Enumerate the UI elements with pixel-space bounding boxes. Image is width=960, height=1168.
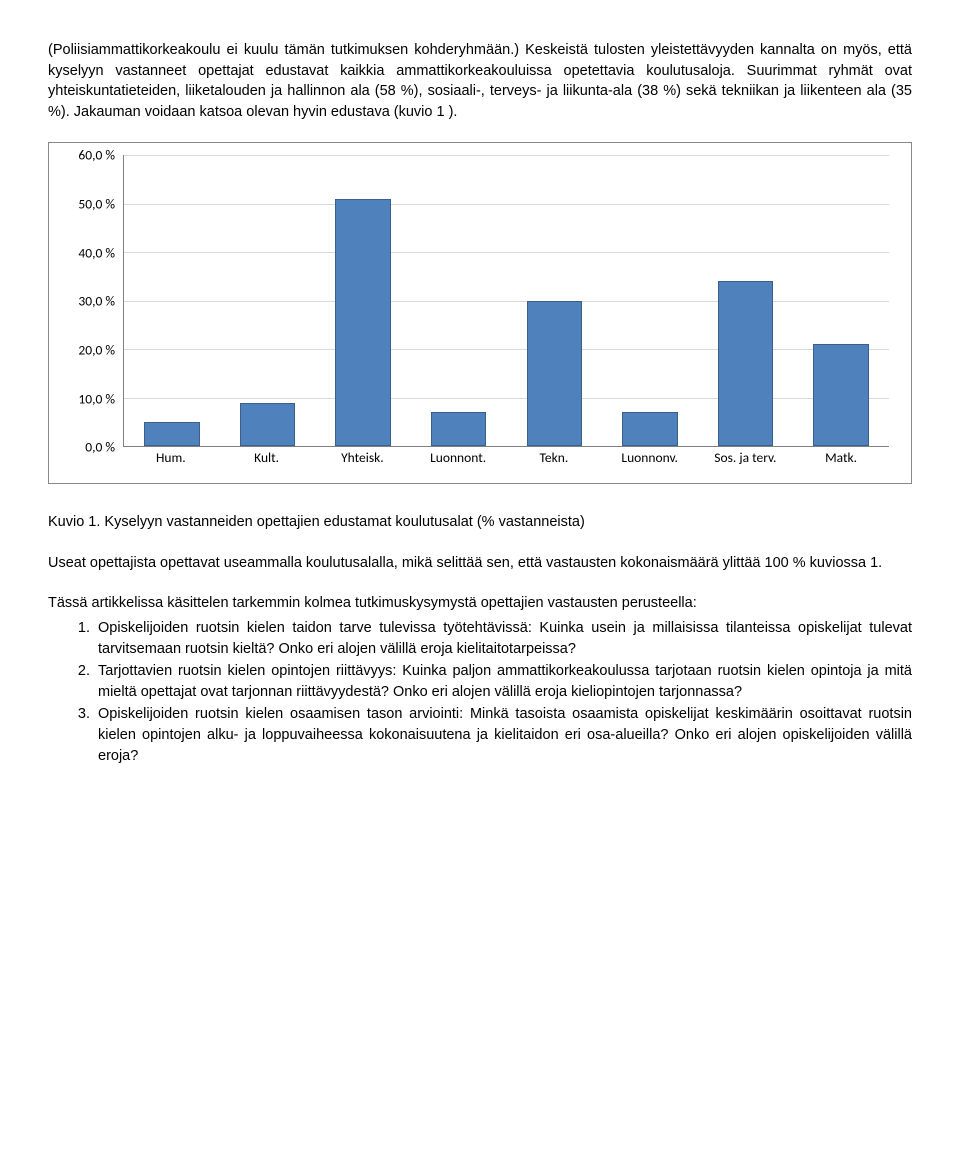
y-tick-label: 50,0 % xyxy=(63,194,115,213)
chart-bar xyxy=(718,281,773,446)
chart-bar xyxy=(335,199,390,446)
list-item: Opiskelijoiden ruotsin kielen taidon tar… xyxy=(94,618,912,659)
bar-slot xyxy=(507,155,603,446)
x-tick-label: Matk. xyxy=(793,449,889,475)
bar-slot xyxy=(315,155,411,446)
bar-slot xyxy=(698,155,794,446)
chart-container: 0,0 % 10,0 % 20,0 % 30,0 % 40,0 % 50,0 % 60,0 … xyxy=(48,142,912,484)
x-axis-labels: Hum.Kult.Yhteisk.Luonnont.Tekn.Luonnonv.… xyxy=(123,449,889,475)
intro-paragraph: (Poliisiammattikorkeakoulu ei kuulu tämä… xyxy=(48,40,912,122)
list-item: Tarjottavien ruotsin kielen opintojen ri… xyxy=(94,661,912,702)
chart-plot xyxy=(123,155,889,447)
chart-caption: Kuvio 1. Kyselyyn vastanneiden opettajie… xyxy=(48,512,912,533)
bar-slot xyxy=(220,155,316,446)
chart-bars xyxy=(124,155,889,446)
bar-slot xyxy=(124,155,220,446)
y-tick-label: 60,0 % xyxy=(63,146,115,165)
chart-bar xyxy=(431,412,486,446)
x-tick-label: Luonnont. xyxy=(410,449,506,475)
chart-bar xyxy=(813,344,868,446)
y-axis: 0,0 %10,0 %20,0 %30,0 %40,0 %50,0 %60,0 … xyxy=(63,155,121,447)
x-tick-label: Luonnonv. xyxy=(602,449,698,475)
x-tick-label: Kult. xyxy=(219,449,315,475)
x-tick-label: Tekn. xyxy=(506,449,602,475)
chart-bar xyxy=(527,301,582,447)
y-tick-label: 0,0 % xyxy=(63,438,115,457)
list-item: Opiskelijoiden ruotsin kielen osaamisen … xyxy=(94,704,912,766)
x-tick-label: Sos. ja terv. xyxy=(698,449,794,475)
x-tick-label: Hum. xyxy=(123,449,219,475)
list-intro-paragraph: Tässä artikkelissa käsittelen tarkemmin … xyxy=(48,593,912,614)
y-tick-label: 40,0 % xyxy=(63,243,115,262)
chart-bar xyxy=(240,403,295,447)
bar-slot xyxy=(411,155,507,446)
x-tick-label: Yhteisk. xyxy=(315,449,411,475)
y-tick-label: 30,0 % xyxy=(63,292,115,311)
question-list: Opiskelijoiden ruotsin kielen taidon tar… xyxy=(48,618,912,766)
bar-slot xyxy=(602,155,698,446)
y-tick-label: 10,0 % xyxy=(63,389,115,408)
explanation-paragraph: Useat opettajista opettavat useammalla k… xyxy=(48,553,912,574)
bar-slot xyxy=(793,155,889,446)
y-tick-label: 20,0 % xyxy=(63,340,115,359)
chart-area: 0,0 %10,0 %20,0 %30,0 %40,0 %50,0 %60,0 … xyxy=(63,155,897,475)
chart-bar xyxy=(144,422,199,446)
chart-bar xyxy=(622,412,677,446)
